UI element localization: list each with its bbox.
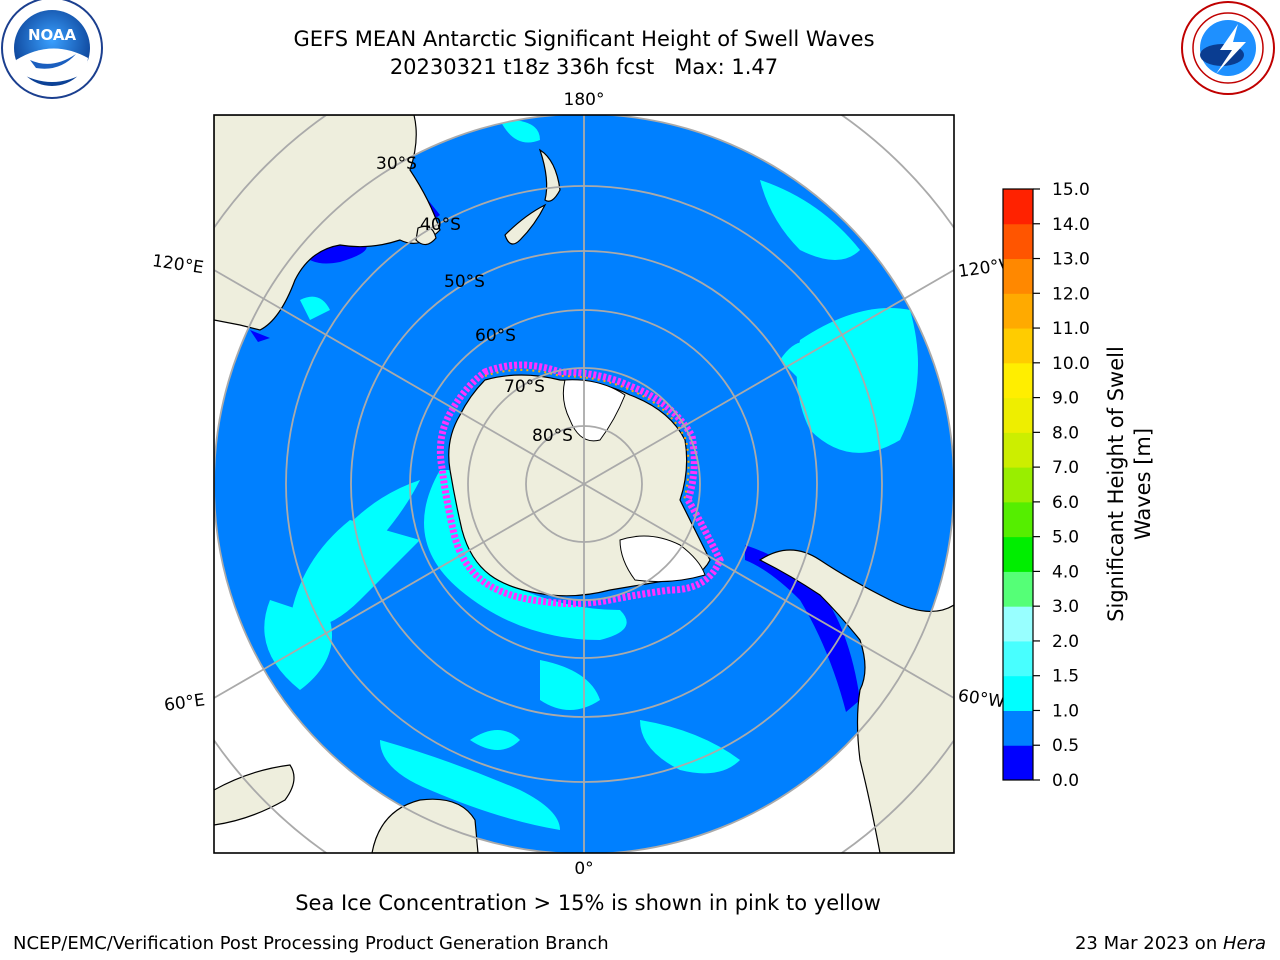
colorbar-label-line1: Significant Height of Swell: [1104, 346, 1128, 622]
colorbar-tick-label: 0.5: [1052, 736, 1079, 756]
colorbar-tick-label: 15.0: [1052, 180, 1090, 200]
south-america-land: [758, 549, 954, 853]
colorbar-block: [1003, 710, 1033, 746]
colorbar: 0.0 0.5 1.0 1.5 2.0 3.0 4.0 5.0 6.0 7.0 8.0 9.0 10.0…: [1002, 180, 1155, 791]
lon-label-60e: 60°E: [163, 690, 206, 715]
colorbar-tick-label: 11.0: [1052, 319, 1090, 339]
footer-machine: Hera: [1222, 933, 1266, 954]
australia-land: [214, 115, 441, 331]
map-border: [213, 114, 955, 854]
colorbar-block: [1003, 536, 1033, 572]
new-zealand-south-land: [504, 203, 547, 245]
lon-label-120e: 120°E: [151, 251, 205, 278]
colorbar-blocks: [1003, 189, 1033, 781]
colorbar-block: [1003, 640, 1033, 677]
colorbar-tick-label: 12.0: [1052, 284, 1090, 304]
sea-ice-edge: [436, 361, 724, 608]
colorbar-block: [1003, 571, 1033, 607]
latitude-labels: 30°S 40°S 50°S 60°S 70°S 80°S: [376, 154, 573, 446]
colorbar-tick-label: 4.0: [1052, 562, 1079, 582]
colorbar-tick-label: 1.5: [1052, 667, 1079, 687]
map-area: 30°S 40°S 50°S 60°S 70°S 80°S: [214, 115, 954, 853]
colorbar-block: [1003, 258, 1033, 294]
noaa-logo-text: NOAA: [28, 26, 77, 44]
lat-label-40s: 40°S: [420, 215, 461, 235]
noaa-logo-icon: NOAA: [1, 0, 103, 99]
lat-label-60s: 60°S: [475, 326, 516, 346]
colorbar-tick-label: 13.0: [1052, 250, 1090, 270]
colorbar-block: [1003, 328, 1033, 364]
lat-label-80s: 80°S: [532, 426, 573, 446]
colorbar-block: [1003, 293, 1033, 329]
sea-ice-caption: Sea Ice Concentration > 15% is shown in …: [295, 891, 881, 915]
colorbar-tick-label: 9.0: [1052, 389, 1079, 409]
weddell-ice-shelf: [619, 535, 706, 583]
colorbar-block: [1003, 362, 1033, 399]
colorbar-block: [1003, 189, 1033, 225]
colorbar-block: [1003, 223, 1033, 260]
colorbar-tick-label: 3.0: [1052, 597, 1079, 617]
colorbar-frame: [1002, 188, 1034, 781]
colorbar-label-line2: Waves [m]: [1131, 428, 1155, 540]
africa-land: [371, 798, 479, 853]
colorbar-block: [1003, 467, 1033, 503]
colorbar-tick-label: 6.0: [1052, 493, 1079, 513]
nws-logo-icon: [1181, 1, 1275, 95]
lon-label-180: 180°: [564, 90, 605, 110]
colorbar-block: [1003, 606, 1033, 642]
colorbar-tick-label: 7.0: [1052, 458, 1079, 478]
chart-title: GEFS MEAN Antarctic Significant Height o…: [293, 27, 875, 51]
footer-date: 23 Mar 2023 on Hera: [1075, 933, 1266, 954]
colorbar-block: [1003, 432, 1033, 468]
colorbar-block: [1003, 397, 1033, 433]
colorbar-tick-label: 0.0: [1052, 771, 1079, 791]
footer-branch: NCEP/EMC/Verification Post Processing Pr…: [13, 933, 609, 954]
colorbar-ticks: 0.0 0.5 1.0 1.5 2.0 3.0 4.0 5.0 6.0 7.0 8.0 9.0 10.0…: [1033, 180, 1090, 791]
lon-label-0: 0°: [574, 859, 593, 879]
colorbar-tick-label: 5.0: [1052, 528, 1079, 548]
lat-label-70s: 70°S: [504, 377, 545, 397]
colorbar-tick-label: 1.0: [1052, 701, 1079, 721]
footer-date-text: 23 Mar 2023 on: [1074, 933, 1223, 954]
new-zealand-land: [538, 148, 561, 202]
colorbar-block: [1003, 675, 1033, 711]
swell-high-patches: [264, 119, 918, 830]
colorbar-tick-label: 14.0: [1052, 215, 1090, 235]
colorbar-tick-label: 2.0: [1052, 632, 1079, 652]
lat-label-30s: 30°S: [376, 154, 417, 174]
lon-label-60w: 60°W: [957, 686, 1006, 712]
colorbar-block: [1003, 745, 1033, 781]
colorbar-block: [1003, 501, 1033, 538]
tasmania-land: [415, 225, 437, 246]
madagascar-land: [214, 764, 295, 826]
lat-label-50s: 50°S: [444, 272, 485, 292]
graticule: [214, 115, 954, 853]
colorbar-tick-label: 10.0: [1052, 354, 1090, 374]
chart-subtitle: 20230321 t18z 336h fcst Max: 1.47: [389, 55, 779, 79]
colorbar-tick-label: 8.0: [1052, 423, 1079, 443]
